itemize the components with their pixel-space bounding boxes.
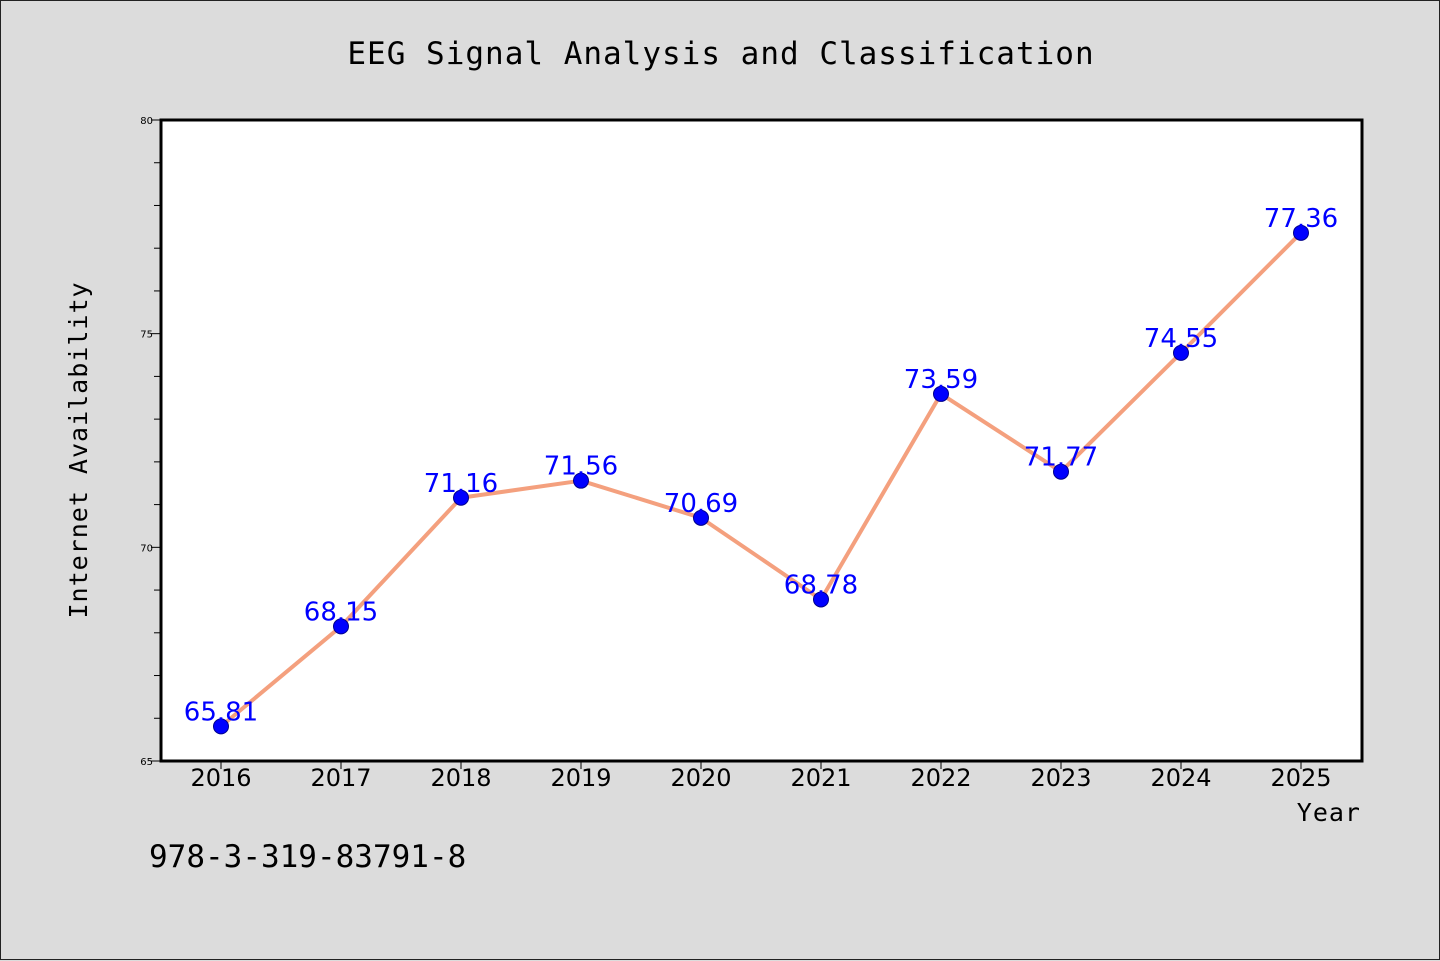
x-axis: 2016 2017 2018 2019 2020 2021 2022 2023 2024 2025 <box>190 761 1332 792</box>
y-tick-label: 75 <box>140 330 153 341</box>
data-point <box>693 509 709 526</box>
y-tick-label: 65 <box>140 757 153 768</box>
y-axis-title: Internet Availability <box>64 281 93 618</box>
data-label: 65.81 <box>184 697 258 727</box>
data-point <box>573 472 589 489</box>
data-label: 70.69 <box>664 489 738 519</box>
y-axis: 65 70 75 80 <box>140 116 161 768</box>
plot-area <box>159 118 1364 763</box>
series-line-group <box>219 230 1303 729</box>
data-label: 74.55 <box>1144 324 1218 354</box>
footer-note: 978-3-319-83791-8 <box>149 839 466 875</box>
data-label: 68.78 <box>784 570 858 600</box>
x-tick-label: 2017 <box>310 764 371 792</box>
markers-group <box>213 224 1309 735</box>
data-label: 73.59 <box>904 365 978 395</box>
chart-title: EEG Signal Analysis and Classification <box>347 36 1094 72</box>
data-label: 71.56 <box>544 452 618 482</box>
y-tick-label: 80 <box>140 116 153 127</box>
data-point <box>333 618 349 635</box>
y-tick-label: 70 <box>140 543 153 554</box>
data-labels-group: 65.81 68.15 71.16 71.56 70.69 68.78 73.59 71.77… <box>184 204 1338 728</box>
data-point <box>1173 344 1189 361</box>
x-tick-label: 2016 <box>190 764 251 792</box>
x-tick-label: 2023 <box>1030 764 1091 792</box>
data-point <box>1293 224 1309 241</box>
data-point <box>453 489 469 506</box>
data-label: 71.77 <box>1024 443 1098 473</box>
data-label: 71.16 <box>424 469 498 499</box>
x-tick-label: 2025 <box>1270 764 1331 792</box>
x-tick-label: 2019 <box>550 764 611 792</box>
data-point <box>1053 463 1069 480</box>
x-tick-label: 2024 <box>1150 764 1211 792</box>
data-point <box>213 718 229 735</box>
x-axis-title: Year <box>1297 798 1361 827</box>
x-tick-label: 2020 <box>670 764 731 792</box>
data-label: 68.15 <box>304 597 378 627</box>
data-point <box>933 385 949 402</box>
series-line <box>219 230 1303 729</box>
data-point <box>813 591 829 608</box>
x-tick-label: 2021 <box>790 764 851 792</box>
x-tick-label: 2022 <box>910 764 971 792</box>
x-tick-label: 2018 <box>430 764 491 792</box>
data-label: 77.36 <box>1264 204 1338 234</box>
